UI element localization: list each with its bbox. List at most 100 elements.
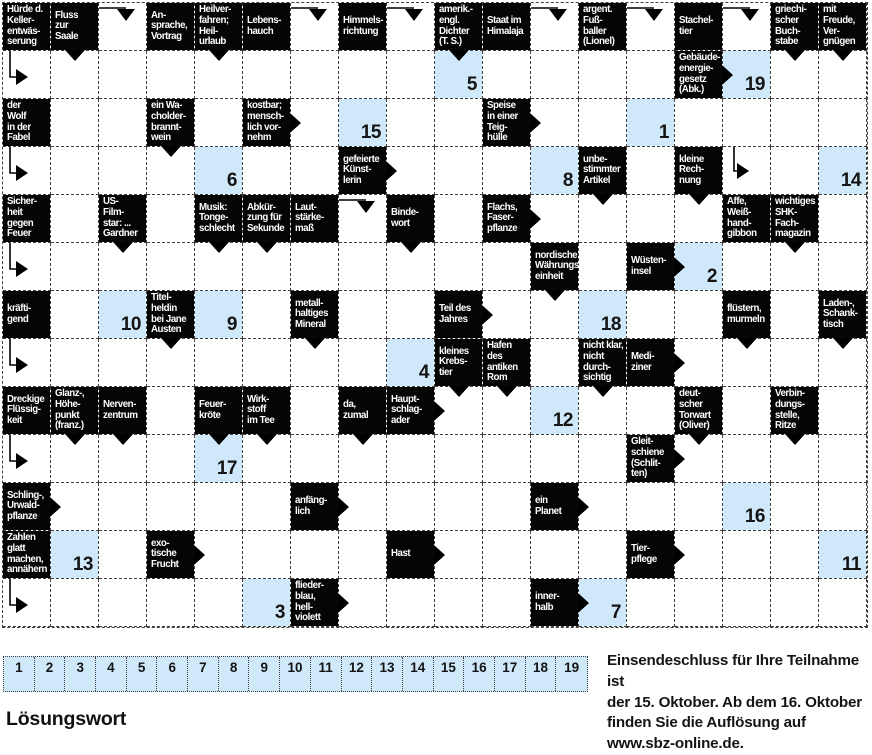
answer-cell[interactable] bbox=[579, 387, 627, 435]
answer-cell[interactable] bbox=[3, 339, 51, 387]
answer-cell[interactable] bbox=[51, 291, 99, 339]
solution-cell[interactable]: 16 bbox=[464, 657, 495, 691]
numbered-answer-cell[interactable]: 3 bbox=[243, 579, 291, 627]
numbered-answer-cell[interactable]: 9 bbox=[195, 291, 243, 339]
answer-cell[interactable] bbox=[771, 99, 819, 147]
answer-cell[interactable] bbox=[771, 147, 819, 195]
answer-cell[interactable] bbox=[675, 579, 723, 627]
answer-cell[interactable] bbox=[483, 531, 531, 579]
answer-cell[interactable] bbox=[531, 531, 579, 579]
answer-cell[interactable] bbox=[579, 99, 627, 147]
answer-cell[interactable] bbox=[819, 435, 867, 483]
answer-cell[interactable] bbox=[771, 435, 819, 483]
answer-cell[interactable] bbox=[51, 99, 99, 147]
answer-cell[interactable] bbox=[531, 291, 579, 339]
answer-cell[interactable] bbox=[3, 435, 51, 483]
numbered-answer-cell[interactable]: 6 bbox=[195, 147, 243, 195]
answer-cell[interactable] bbox=[483, 291, 531, 339]
solution-cell[interactable]: 11 bbox=[311, 657, 342, 691]
numbered-answer-cell[interactable]: 14 bbox=[819, 147, 867, 195]
answer-cell[interactable] bbox=[243, 339, 291, 387]
answer-cell[interactable] bbox=[627, 579, 675, 627]
solution-cell[interactable]: 9 bbox=[249, 657, 281, 691]
answer-cell[interactable] bbox=[99, 51, 147, 99]
answer-cell[interactable] bbox=[579, 435, 627, 483]
answer-cell[interactable] bbox=[531, 339, 579, 387]
numbered-answer-cell[interactable]: 1 bbox=[627, 99, 675, 147]
numbered-answer-cell[interactable]: 16 bbox=[723, 483, 771, 531]
answer-cell[interactable] bbox=[627, 291, 675, 339]
answer-cell[interactable] bbox=[435, 147, 483, 195]
answer-cell[interactable] bbox=[435, 243, 483, 291]
solution-cell[interactable]: 13 bbox=[372, 657, 403, 691]
answer-cell[interactable] bbox=[291, 147, 339, 195]
answer-cell[interactable] bbox=[339, 531, 387, 579]
answer-cell[interactable] bbox=[243, 531, 291, 579]
answer-cell[interactable] bbox=[819, 243, 867, 291]
answer-cell[interactable] bbox=[387, 99, 435, 147]
answer-cell[interactable] bbox=[483, 387, 531, 435]
answer-cell[interactable] bbox=[3, 51, 51, 99]
answer-cell[interactable] bbox=[771, 531, 819, 579]
answer-cell[interactable] bbox=[387, 243, 435, 291]
answer-cell[interactable] bbox=[243, 243, 291, 291]
answer-cell[interactable] bbox=[819, 195, 867, 243]
answer-cell[interactable] bbox=[387, 51, 435, 99]
numbered-answer-cell[interactable]: 4 bbox=[387, 339, 435, 387]
answer-cell[interactable] bbox=[51, 147, 99, 195]
answer-cell[interactable] bbox=[51, 195, 99, 243]
answer-cell[interactable] bbox=[339, 579, 387, 627]
answer-cell[interactable] bbox=[339, 51, 387, 99]
answer-cell[interactable] bbox=[771, 291, 819, 339]
answer-cell[interactable] bbox=[819, 99, 867, 147]
answer-cell[interactable] bbox=[483, 51, 531, 99]
answer-cell[interactable] bbox=[627, 387, 675, 435]
answer-cell[interactable] bbox=[99, 531, 147, 579]
answer-cell[interactable] bbox=[243, 51, 291, 99]
answer-cell[interactable] bbox=[627, 51, 675, 99]
answer-cell[interactable] bbox=[723, 387, 771, 435]
answer-cell[interactable] bbox=[723, 339, 771, 387]
answer-cell[interactable] bbox=[627, 483, 675, 531]
answer-cell[interactable] bbox=[147, 483, 195, 531]
answer-cell[interactable] bbox=[99, 579, 147, 627]
answer-cell[interactable] bbox=[291, 435, 339, 483]
answer-cell[interactable] bbox=[627, 3, 675, 51]
answer-cell[interactable] bbox=[99, 243, 147, 291]
answer-cell[interactable] bbox=[483, 579, 531, 627]
solution-cell[interactable]: 10 bbox=[280, 657, 311, 691]
answer-cell[interactable] bbox=[387, 483, 435, 531]
solution-cell[interactable]: 7 bbox=[188, 657, 219, 691]
answer-cell[interactable] bbox=[195, 483, 243, 531]
numbered-answer-cell[interactable]: 15 bbox=[339, 99, 387, 147]
answer-cell[interactable] bbox=[435, 579, 483, 627]
answer-cell[interactable] bbox=[195, 339, 243, 387]
answer-cell[interactable] bbox=[531, 195, 579, 243]
solution-cell[interactable]: 4 bbox=[96, 657, 127, 691]
answer-cell[interactable] bbox=[771, 51, 819, 99]
answer-cell[interactable] bbox=[195, 579, 243, 627]
solution-cell[interactable]: 19 bbox=[556, 657, 587, 691]
answer-cell[interactable] bbox=[147, 387, 195, 435]
answer-cell[interactable] bbox=[147, 339, 195, 387]
solution-cell[interactable]: 12 bbox=[342, 657, 373, 691]
answer-cell[interactable] bbox=[579, 195, 627, 243]
answer-cell[interactable] bbox=[147, 579, 195, 627]
answer-cell[interactable] bbox=[291, 3, 339, 51]
answer-cell[interactable] bbox=[435, 435, 483, 483]
answer-cell[interactable] bbox=[771, 579, 819, 627]
answer-cell[interactable] bbox=[723, 99, 771, 147]
answer-cell[interactable] bbox=[723, 435, 771, 483]
numbered-answer-cell[interactable]: 13 bbox=[51, 531, 99, 579]
answer-cell[interactable] bbox=[243, 291, 291, 339]
answer-cell[interactable] bbox=[675, 99, 723, 147]
answer-cell[interactable] bbox=[675, 195, 723, 243]
answer-cell[interactable] bbox=[531, 3, 579, 51]
answer-cell[interactable] bbox=[531, 99, 579, 147]
numbered-answer-cell[interactable]: 18 bbox=[579, 291, 627, 339]
answer-cell[interactable] bbox=[723, 3, 771, 51]
answer-cell[interactable] bbox=[579, 483, 627, 531]
answer-cell[interactable] bbox=[675, 483, 723, 531]
answer-cell[interactable] bbox=[483, 243, 531, 291]
answer-cell[interactable] bbox=[675, 339, 723, 387]
